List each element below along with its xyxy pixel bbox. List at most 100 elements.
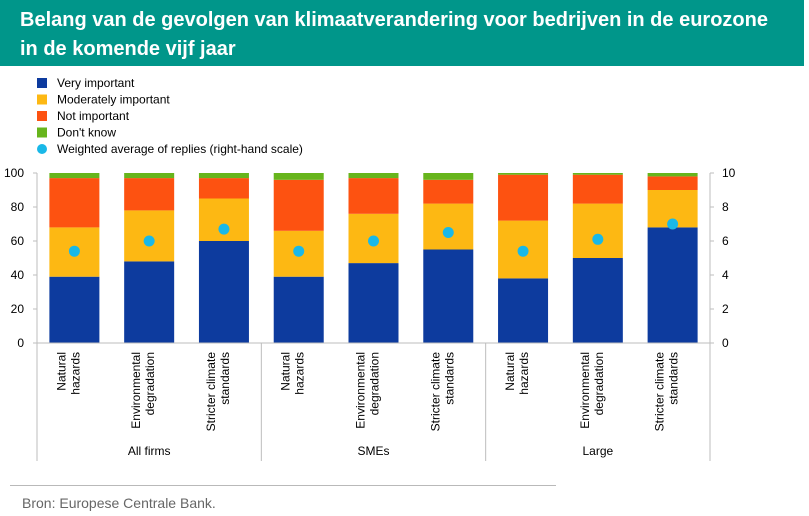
bar-segment-very-important [647,227,698,343]
group-label: Large [582,444,613,458]
weighted-average-point [517,245,529,257]
y-right-tick-label: 0 [722,336,729,350]
bar-segment-dont-know [423,173,474,180]
category-label: Stricter climatestandards [428,352,456,432]
category-labels: Naturalhazards Environmentaldegradation St… [54,352,680,458]
chart-title-line-1: Belang van de gevolgen van klimaatverand… [20,9,768,31]
bar-segment-dont-know [49,173,100,179]
bar-segment-dont-know [348,173,399,179]
bar-segment-very-important [348,263,399,343]
bar-segment-not-important [348,178,399,214]
bar-segment-not-important [423,179,474,204]
category-label-line: Natural [503,352,517,391]
weighted-average-point [143,235,155,247]
category-label-line: hazards [517,352,531,395]
y-left-tick-label: 60 [11,234,25,248]
category-label-line: Natural [54,352,68,391]
legend-label-weighted-average: Weighted average of replies (right-hand … [57,142,303,156]
group-label: SMEs [357,444,389,458]
category-label-line: degradation [143,352,157,415]
category-label-line: Environmental [578,352,592,429]
category-label-line: Environmental [354,352,368,429]
bar-segment-dont-know [572,173,623,175]
weighted-average-series [68,218,679,257]
category-label-line: hazards [293,352,307,395]
group-label: All firms [128,444,171,458]
legend-swatch-moderately-important [37,94,47,105]
y-left-tick-label: 100 [4,166,24,180]
category-label-line: standards [667,352,681,405]
legend-swatch-very-important [37,78,47,88]
category-label-line: Natural [279,352,293,391]
category-label: Naturalhazards [503,352,531,395]
legend-swatch-not-important [37,111,47,121]
category-label-line: Stricter climate [428,352,442,432]
legend-label-very-important: Very important [57,76,135,90]
category-label-line: Stricter climate [204,352,218,432]
bar-segment-very-important [49,276,100,343]
bar-segment-very-important [423,249,474,343]
weighted-average-point [667,218,679,230]
weighted-average-point [218,223,230,235]
legend-label-moderately-important: Moderately important [57,93,170,107]
y-right-tick-label: 2 [722,302,729,316]
weighted-average-point [442,227,454,238]
category-label-line: standards [218,352,232,405]
category-label: Stricter climatestandards [653,352,681,432]
source-divider [10,485,556,486]
category-label: Stricter climatestandards [204,352,232,432]
category-label-line: Stricter climate [653,352,667,432]
chart-axes: 0 20 40 60 80 100 0 2 4 6 8 10 [4,166,736,461]
category-label: Environmentaldegradation [578,352,606,429]
bar-segment-moderately-important [423,203,474,250]
bar-segment-dont-know [198,173,249,179]
bar-segment-dont-know [647,173,698,177]
category-label-line: degradation [368,352,382,415]
stacked-bar-chart: Very important Moderately important Not im… [4,76,736,461]
bar-segment-moderately-important [572,203,623,258]
category-label: Environmentaldegradation [129,352,157,429]
legend-label-not-important: Not important [57,109,130,123]
y-left-tick-label: 40 [11,268,25,282]
bar-series [49,173,698,343]
category-label-line: Environmental [129,352,143,429]
bar-segment-very-important [498,278,549,343]
y-right-tick-label: 10 [722,166,736,180]
category-label: Naturalhazards [279,352,307,395]
bar-segment-very-important [124,261,175,343]
bar-segment-very-important [198,241,249,343]
bar-segment-dont-know [273,173,324,180]
bar-segment-not-important [647,176,698,190]
chart-legend: Very important Moderately important Not im… [37,76,303,156]
y-right-tick-label: 8 [722,200,729,214]
category-label: Naturalhazards [54,352,82,395]
category-label-line: standards [442,352,456,405]
category-label: Environmentaldegradation [354,352,382,429]
bar-segment-not-important [498,174,549,221]
y-left-tick-label: 0 [17,336,24,350]
category-label-line: degradation [592,352,606,415]
bar-segment-not-important [49,178,100,228]
bar-segment-not-important [124,178,175,211]
chart-title-banner: Belang van de gevolgen van klimaatverand… [0,0,804,66]
bar-segment-dont-know [498,173,549,175]
bar-segment-very-important [572,258,623,343]
y-left-tick-label: 20 [11,302,25,316]
weighted-average-point [68,245,80,257]
weighted-average-point [293,245,305,257]
legend-swatch-dont-know [37,127,47,138]
legend-label-dont-know: Don't know [57,126,116,140]
bar-segment-very-important [273,276,324,343]
weighted-average-point [368,235,379,247]
category-label-line: hazards [68,352,82,395]
bar-segment-not-important [198,178,249,199]
chart-title-line-2: in de komende vijf jaar [20,38,236,60]
legend-marker-weighted-average [37,144,47,154]
bar-segment-not-important [572,174,623,204]
y-left-tick-label: 80 [11,200,25,214]
y-right-tick-label: 6 [722,234,729,248]
bar-segment-dont-know [124,173,175,179]
weighted-average-point [592,233,604,245]
bar-segment-not-important [273,179,324,231]
source-note: Bron: Europese Centrale Bank. [22,495,216,511]
